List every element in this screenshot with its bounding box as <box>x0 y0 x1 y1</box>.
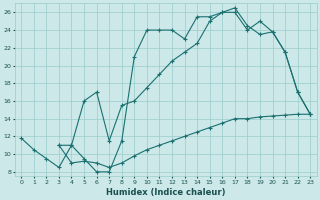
X-axis label: Humidex (Indice chaleur): Humidex (Indice chaleur) <box>106 188 226 197</box>
